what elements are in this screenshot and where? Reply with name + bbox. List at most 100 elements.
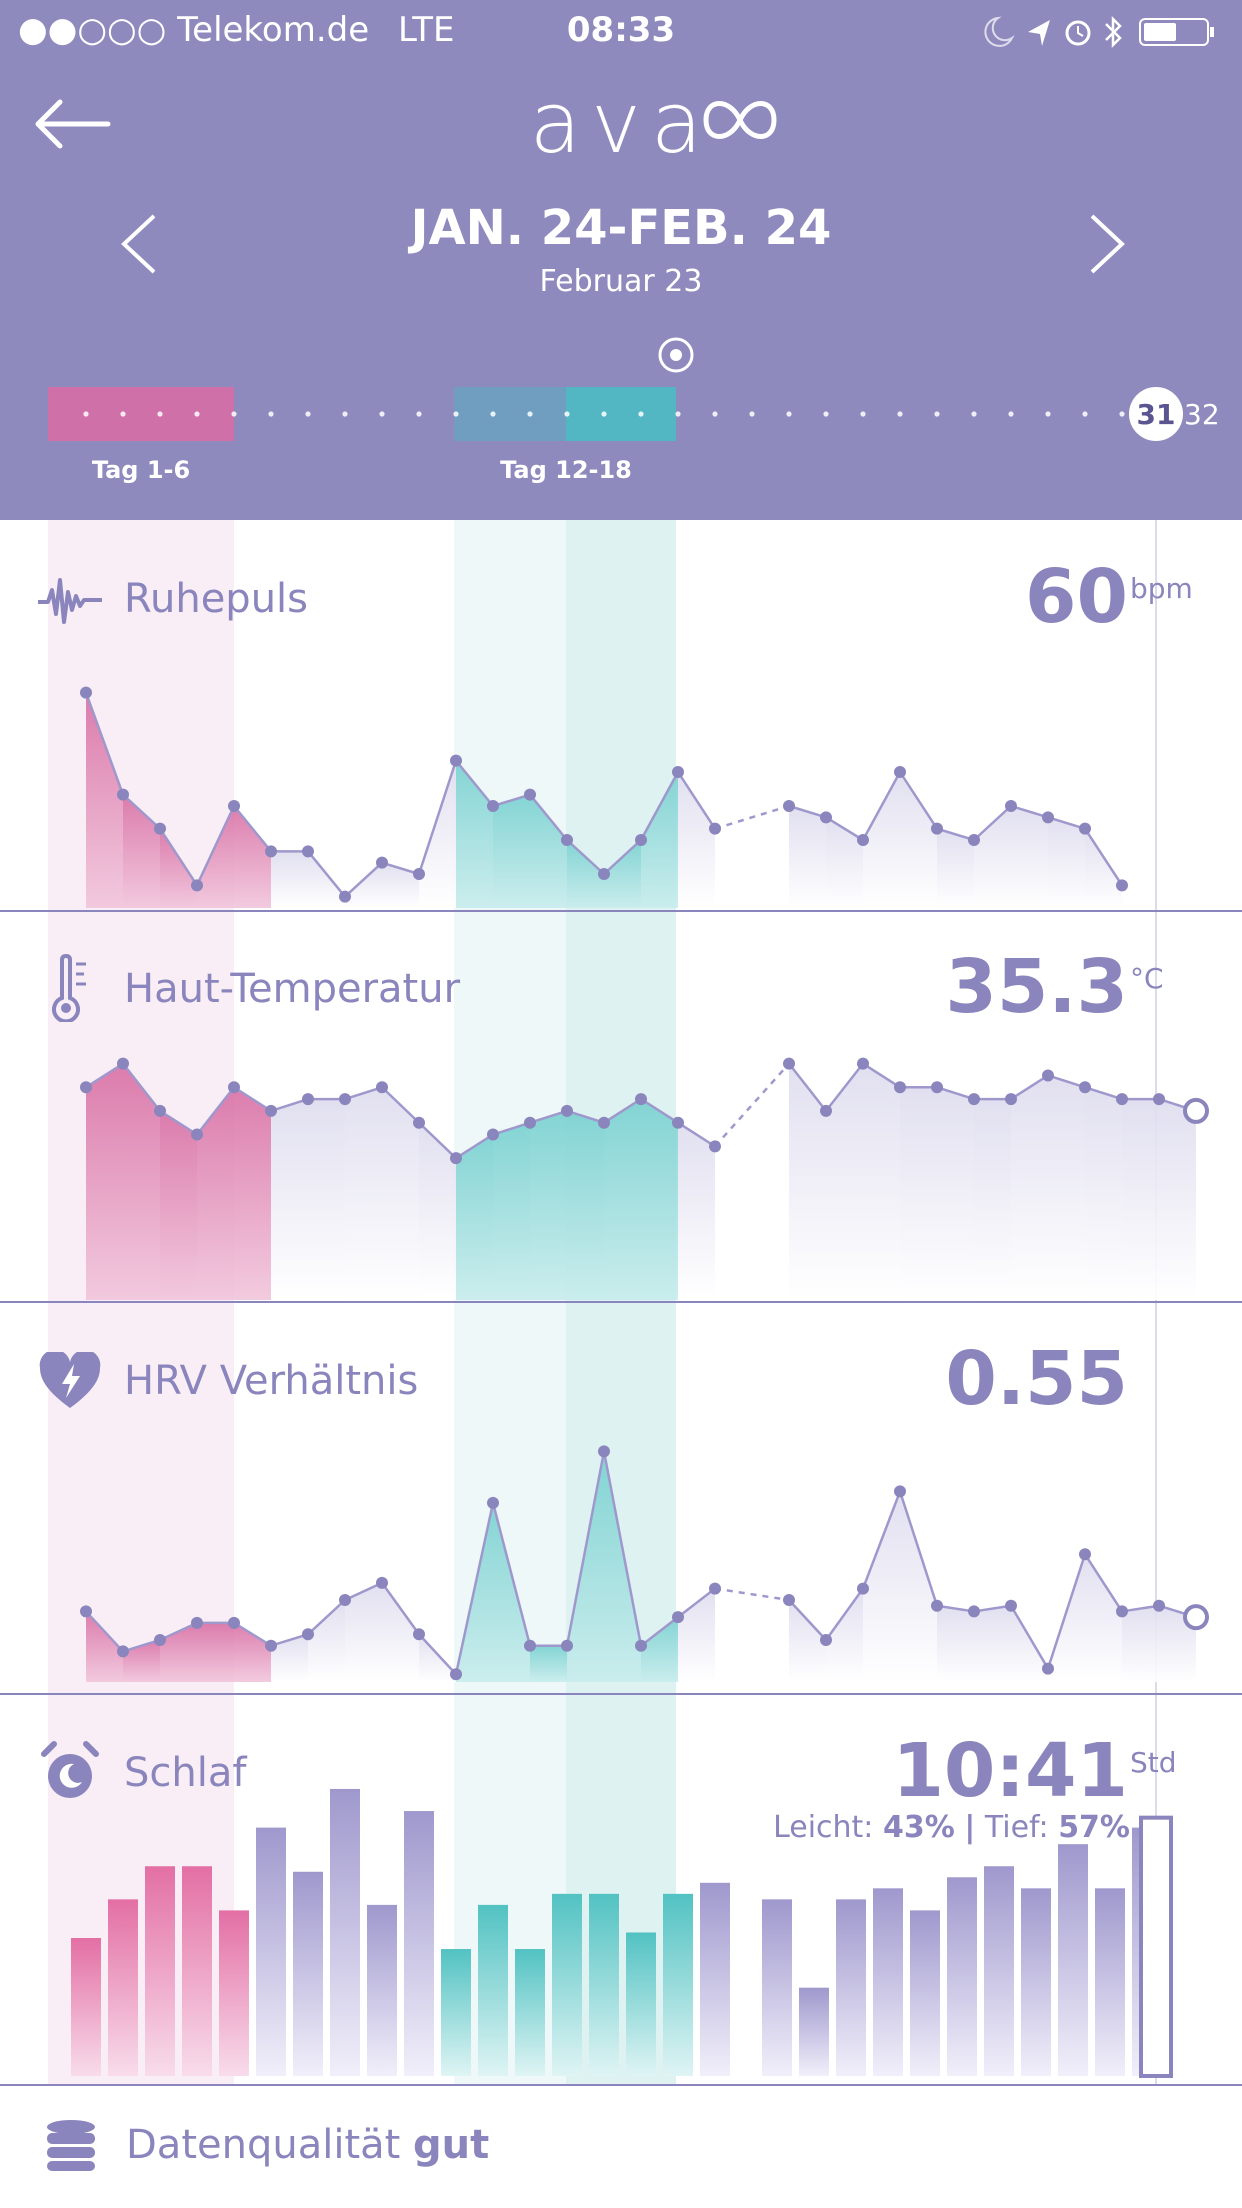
prev-period-chevron-icon[interactable] [116, 212, 162, 276]
chart-point [783, 1057, 795, 1070]
chart-area-segment [234, 1622, 271, 1682]
chart-area-segment [974, 1099, 1011, 1300]
chart-area-segment [308, 1600, 345, 1682]
chart-area-segment [456, 1134, 493, 1300]
chart-point [339, 1093, 351, 1106]
back-arrow-icon[interactable] [30, 96, 116, 152]
chart-area-segment [308, 1099, 345, 1300]
chart-point [487, 800, 499, 812]
chart-area-segment [1122, 1605, 1159, 1682]
data-quality-bar[interactable]: Datenqualität gut [0, 2086, 1242, 2208]
chart-area-segment [86, 1611, 123, 1682]
chart-area-segment [604, 1099, 641, 1300]
sleep-bar [441, 1949, 471, 2076]
chart-line-segment [788, 1062, 827, 1112]
deep-sleep-label: Tief: [984, 1810, 1049, 1845]
chart-point [413, 1628, 425, 1641]
panel-separator [0, 910, 1242, 912]
chart-area-segment [86, 692, 123, 908]
chart-point [1005, 1093, 1017, 1106]
chart-line-segment [417, 760, 458, 875]
chart-line-segment [1010, 1074, 1049, 1101]
sleep-bar [219, 1910, 249, 2076]
chart-area-segment [345, 1087, 382, 1300]
chart-point [339, 1594, 351, 1606]
sleep-bar [589, 1893, 619, 2076]
sleep-bar [404, 1811, 434, 2076]
chart-point [968, 1093, 980, 1106]
chart-line-segment [788, 1599, 827, 1641]
chart-point [450, 1152, 462, 1165]
chart-point [302, 1093, 314, 1106]
chart-area-segment [900, 1087, 937, 1300]
chart-area-segment [826, 1588, 863, 1682]
chart-gap-line [714, 1062, 790, 1148]
next-period-chevron-icon[interactable] [1084, 212, 1130, 276]
chart-gap-line [714, 1587, 790, 1602]
chart-point [117, 1057, 129, 1070]
chart-point [709, 822, 721, 835]
chart-line-segment [233, 1621, 272, 1647]
chart-line-segment [602, 1451, 643, 1646]
resting-pulse-unit: bpm [1130, 572, 1193, 605]
chart-area-segment [1085, 1087, 1122, 1300]
sleep-bar [108, 1899, 138, 2076]
chart-area-segment [789, 1600, 826, 1682]
chart-point [598, 1445, 610, 1458]
timeline-day-dot [860, 411, 866, 417]
chart-line-segment [862, 1062, 901, 1089]
chart-point [709, 1582, 721, 1595]
chart-line-segment [1121, 1604, 1160, 1613]
chart-point [672, 766, 684, 778]
chart-area-segment [86, 1063, 123, 1300]
chart-line-segment [455, 1133, 494, 1160]
chart-line-segment [158, 827, 199, 887]
alarm-clock-icon [41, 1741, 99, 1798]
light-sleep-label: Leicht: [773, 1810, 874, 1845]
chart-line-segment [85, 1610, 124, 1653]
chart-area-segment [937, 828, 974, 908]
chart-area-segment [530, 1110, 567, 1300]
chart-line-segment [1047, 1074, 1086, 1089]
cycle-timeline[interactable]: 31 32 Tag 1-6 Tag 12-18 [0, 330, 1242, 490]
chart-area-segment [1011, 1075, 1048, 1300]
chart-area-segment [863, 772, 900, 908]
chart-point [80, 686, 92, 699]
phase-label-menstruation: Tag 1-6 [92, 456, 190, 484]
sleep-bar [836, 1899, 866, 2076]
timeline-day-dot [379, 411, 385, 417]
timeline-day-dot [527, 411, 533, 417]
chart-area-segment [419, 1122, 456, 1300]
chart-point [228, 1616, 240, 1629]
chart-point [783, 800, 795, 812]
chart-area-segment [271, 1099, 308, 1300]
chart-area-segment [1085, 1554, 1122, 1682]
timeline-day-dot [786, 411, 792, 417]
chart-line-segment [270, 1097, 309, 1113]
chart-line-segment [788, 804, 827, 819]
chart-point [635, 834, 647, 846]
chart-area-segment [1048, 817, 1085, 908]
chart-area-segment [530, 1645, 567, 1682]
chart-point [931, 1081, 943, 1094]
current-day-marker[interactable] [1129, 387, 1183, 441]
sleep-bar [984, 1866, 1014, 2076]
chart-line-segment [936, 1604, 975, 1613]
chart-point [228, 1081, 240, 1094]
chart-line-segment [84, 692, 125, 796]
target-marker-icon [658, 337, 694, 373]
chart-point [1153, 1599, 1165, 1612]
chart-area-segment [382, 1087, 419, 1300]
chart-line-segment [455, 759, 494, 807]
chart-line-segment [122, 793, 161, 830]
sleep-bar [330, 1788, 360, 2076]
sleep-bar [1021, 1888, 1051, 2076]
timeline-day-dot [268, 411, 274, 417]
chart-line-segment [1009, 1605, 1050, 1670]
chart-area-segment [197, 1087, 234, 1300]
hrv-title: HRV Verhältnis [124, 1358, 419, 1404]
chart-point [820, 1104, 832, 1117]
timeline-day-dot [712, 411, 718, 417]
chart-line-segment [381, 861, 420, 876]
timeline-day-dot [823, 411, 829, 417]
